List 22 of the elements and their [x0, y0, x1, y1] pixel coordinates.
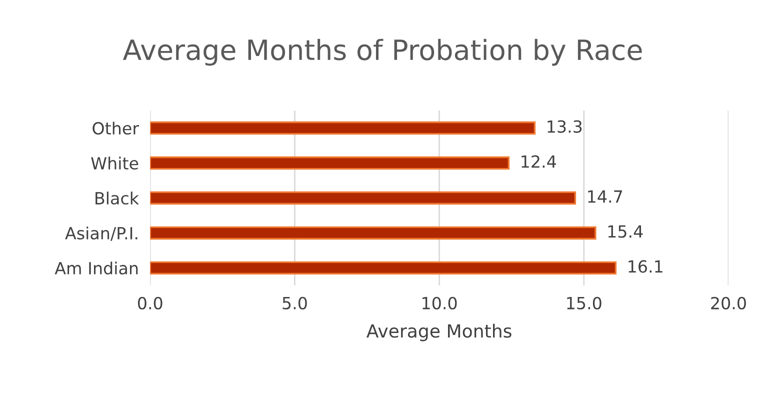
y-tick-label: Asian/P.I.: [65, 226, 138, 241]
x-tick-label: 5.0: [282, 296, 307, 310]
chart-title: Average Months of Probation by Race: [122, 38, 642, 66]
data-label: 14.7: [588, 190, 622, 203]
bar: [150, 226, 596, 240]
bar: [150, 191, 576, 205]
data-label: 16.1: [628, 260, 662, 273]
x-tick-label: 20.0: [711, 296, 746, 310]
y-tick-label: Am Indian: [54, 262, 138, 274]
x-axis-title: Average Months: [366, 324, 512, 342]
x-tick-label: 15.0: [567, 296, 602, 310]
bar: [150, 156, 510, 170]
data-label: 13.3: [548, 120, 582, 133]
y-tick-label: Other: [92, 122, 140, 135]
y-tick-label: White: [91, 156, 138, 170]
bar: [150, 121, 536, 135]
data-label: 15.4: [608, 225, 643, 238]
y-tick-label: Black: [96, 192, 139, 205]
x-tick-label: 10.0: [422, 296, 457, 310]
x-tick-label: 0.0: [138, 296, 162, 310]
bar: [150, 261, 617, 275]
data-label: 12.4: [522, 155, 556, 168]
